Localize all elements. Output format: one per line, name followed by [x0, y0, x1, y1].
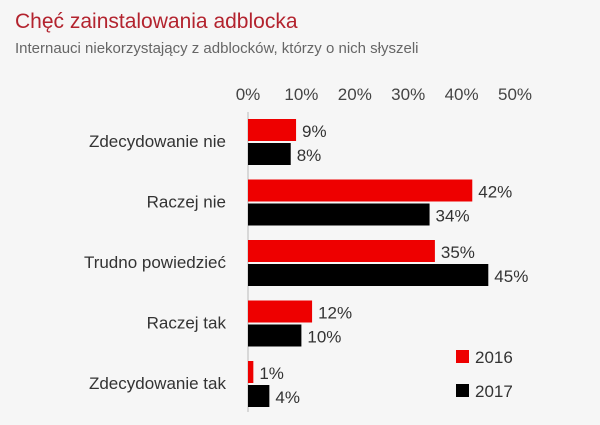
category-label: Raczej tak: [147, 314, 227, 333]
tick-label: 10%: [284, 85, 318, 104]
category-label: Zdecydowanie nie: [89, 132, 226, 151]
bar-2016: [248, 361, 254, 383]
tick-label: 40%: [445, 85, 479, 104]
legend-label: 2016: [475, 348, 513, 367]
legend-swatch-2017: [456, 384, 469, 397]
bar-2017: [248, 324, 302, 347]
bar-2017: [248, 264, 489, 286]
bar-2016: [248, 300, 313, 323]
bar-2017: [248, 385, 270, 407]
bar-2016: [248, 240, 435, 262]
bar-2017: [248, 203, 430, 226]
data-label: 34%: [436, 207, 470, 226]
category-label: Zdecydowanie tak: [89, 374, 227, 393]
bar-2016: [248, 119, 297, 141]
chart-title: Chęć zainstalowania adblocka: [15, 10, 298, 33]
tick-label: 30%: [391, 85, 425, 104]
data-label: 8%: [297, 146, 322, 165]
data-label: 45%: [494, 267, 528, 286]
data-label: 42%: [478, 183, 512, 202]
data-label: 12%: [318, 304, 352, 323]
data-label: 35%: [441, 243, 475, 262]
bar-2017: [248, 143, 291, 165]
category-label: Trudno powiedzieć: [84, 253, 227, 272]
data-label: 9%: [302, 122, 327, 141]
data-label: 1%: [259, 364, 284, 383]
bar-2016: [248, 179, 473, 202]
legend-label: 2017: [475, 382, 513, 401]
category-label: Raczej nie: [147, 193, 226, 212]
data-label: 4%: [275, 388, 300, 407]
chart-subtitle: Internauci niekorzystający z adblocków, …: [15, 40, 419, 57]
legend-swatch-2016: [456, 350, 469, 363]
tick-label: 20%: [338, 85, 372, 104]
data-label: 10%: [307, 328, 341, 347]
tick-label: 50%: [498, 85, 532, 104]
tick-label: 0%: [236, 85, 261, 104]
